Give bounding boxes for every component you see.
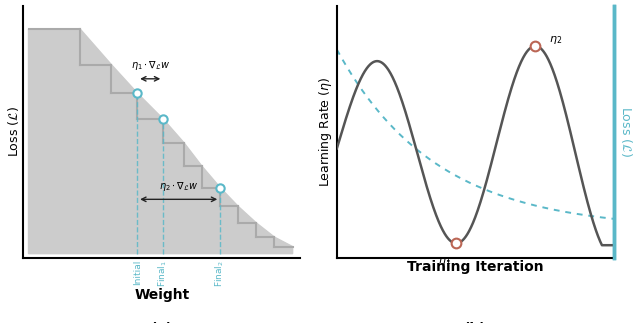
Text: $\eta_2 \cdot \nabla_{\mathcal{L}} w$: $\eta_2 \cdot \nabla_{\mathcal{L}} w$: [159, 181, 198, 193]
Y-axis label: Loss ($\mathcal{L}$): Loss ($\mathcal{L}$): [6, 107, 20, 157]
Text: (a): (a): [151, 322, 173, 323]
Y-axis label: Learning Rate ($\eta$): Learning Rate ($\eta$): [317, 77, 334, 187]
Y-axis label: Loss ($\mathcal{L}$): Loss ($\mathcal{L}$): [620, 107, 634, 157]
Text: (b): (b): [464, 322, 486, 323]
Polygon shape: [29, 29, 292, 254]
X-axis label: Weight: Weight: [134, 288, 189, 302]
Text: $\eta_1$: $\eta_1$: [438, 255, 451, 267]
Text: $\eta_2$: $\eta_2$: [548, 34, 562, 46]
Text: $\eta_1 \cdot \nabla_{\mathcal{L}} w$: $\eta_1 \cdot \nabla_{\mathcal{L}} w$: [131, 59, 170, 72]
X-axis label: Training Iteration: Training Iteration: [407, 260, 543, 274]
